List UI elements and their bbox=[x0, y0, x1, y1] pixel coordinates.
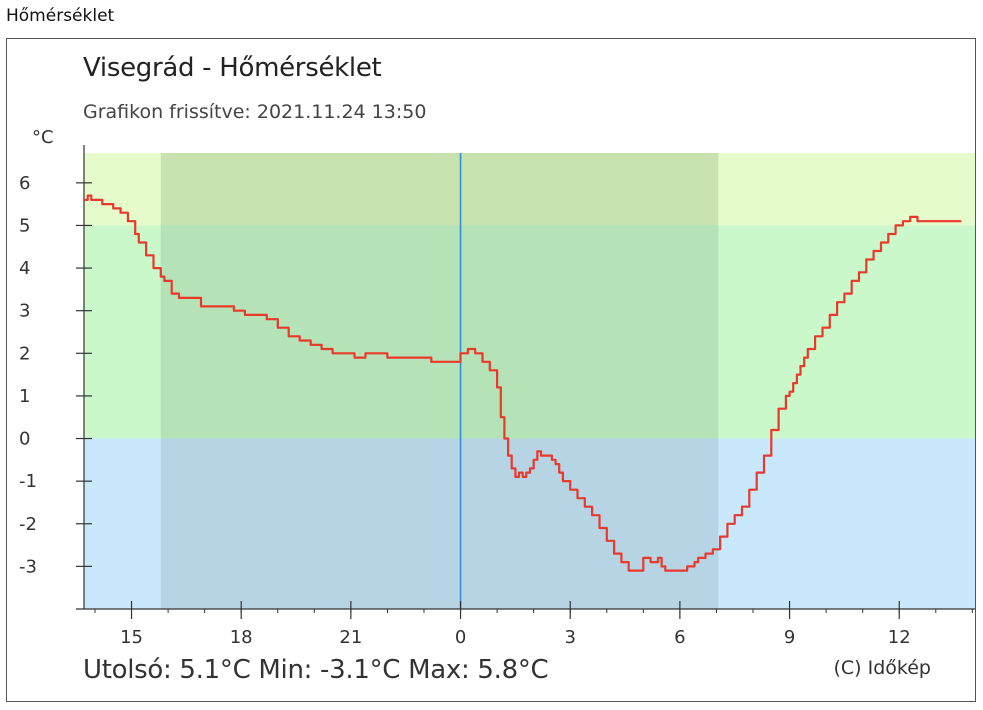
y-tick-label: 3 bbox=[19, 301, 30, 322]
y-tick-label: 0 bbox=[19, 429, 30, 450]
section-title: Hőmérséklet bbox=[6, 6, 115, 26]
y-tick-label: -2 bbox=[19, 514, 37, 535]
y-tick-label: 1 bbox=[19, 386, 30, 407]
y-tick-label: 2 bbox=[19, 343, 30, 364]
copyright-text: (C) Időkép bbox=[833, 657, 932, 679]
night-band-warm bbox=[160, 153, 719, 226]
y-tick-label: 5 bbox=[19, 215, 30, 236]
x-tick-label: 12 bbox=[888, 627, 911, 648]
temperature-line bbox=[84, 194, 962, 572]
x-tick-label: 18 bbox=[230, 627, 253, 648]
x-tick-label: 15 bbox=[120, 627, 143, 648]
night-band-mild bbox=[160, 225, 719, 439]
x-tick-label: 3 bbox=[564, 627, 575, 648]
y-tick-label: -1 bbox=[19, 471, 37, 492]
x-tick-label: 9 bbox=[784, 627, 795, 648]
chart-title: Visegrád - Hőmérséklet bbox=[83, 53, 382, 83]
stats-summary: Utolsó: 5.1°C Min: -3.1°C Max: 5.8°C bbox=[83, 655, 549, 685]
chart-subtitle: Grafikon frissítve: 2021.11.24 13:50 bbox=[83, 101, 427, 123]
y-tick-label: 4 bbox=[19, 258, 30, 279]
y-axis-unit: °C bbox=[32, 127, 54, 148]
chart-frame: Visegrád - Hőmérséklet Grafikon frissítv… bbox=[6, 38, 976, 702]
y-tick-label: -3 bbox=[19, 556, 37, 577]
x-tick-label: 0 bbox=[455, 627, 466, 648]
night-band-cold bbox=[160, 438, 719, 609]
x-tick-label: 21 bbox=[339, 627, 362, 648]
y-tick-label: 6 bbox=[19, 173, 30, 194]
x-tick-label: 6 bbox=[674, 627, 685, 648]
